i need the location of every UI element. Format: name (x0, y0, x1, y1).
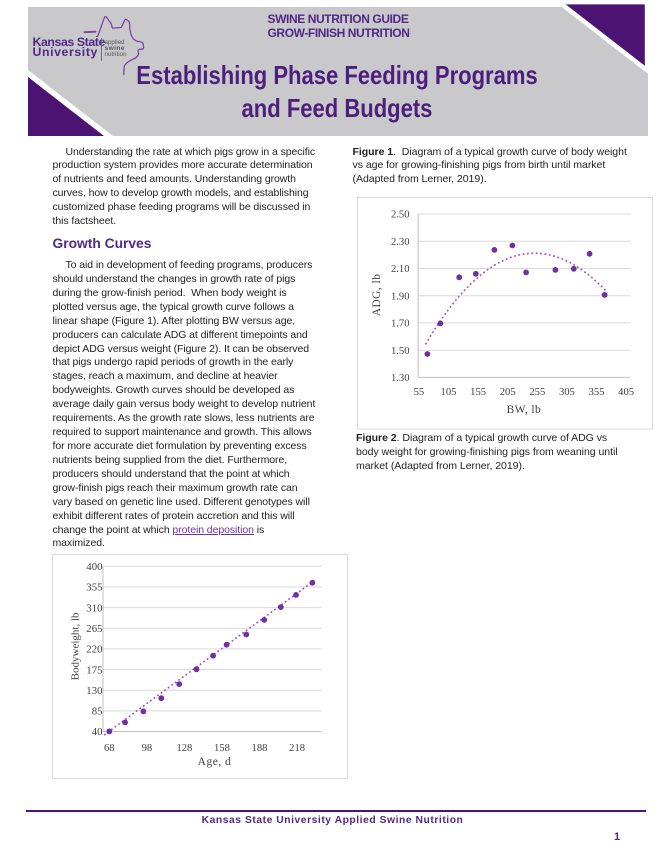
svg-text:1.70: 1.70 (391, 318, 410, 329)
svg-text:188: 188 (252, 743, 268, 754)
svg-text:1.50: 1.50 (391, 345, 410, 356)
svg-text:40: 40 (92, 726, 103, 738)
svg-text:105: 105 (440, 387, 456, 398)
svg-text:310: 310 (86, 602, 102, 614)
svg-text:205: 205 (499, 387, 515, 398)
svg-text:55: 55 (413, 387, 424, 398)
svg-text:1.30: 1.30 (391, 373, 410, 384)
svg-text:218: 218 (289, 743, 305, 754)
svg-text:130: 130 (86, 684, 102, 696)
svg-text:405: 405 (618, 387, 634, 398)
svg-text:155: 155 (470, 387, 486, 398)
svg-text:255: 255 (529, 387, 545, 398)
svg-text:98: 98 (142, 743, 153, 754)
svg-text:68: 68 (104, 743, 115, 754)
svg-text:158: 158 (214, 743, 230, 754)
svg-text:Bodyweight, lb: Bodyweight, lb (70, 611, 82, 679)
svg-text:355: 355 (86, 581, 102, 593)
svg-text:265: 265 (86, 622, 102, 634)
svg-text:85: 85 (92, 705, 103, 717)
svg-text:400: 400 (86, 561, 102, 573)
svg-text:BW, lb: BW, lb (506, 404, 541, 416)
svg-text:1.90: 1.90 (391, 291, 410, 302)
svg-text:2.30: 2.30 (391, 236, 410, 247)
svg-text:128: 128 (176, 743, 192, 754)
svg-text:2.10: 2.10 (391, 264, 410, 275)
svg-text:ADG, lb: ADG, lb (370, 273, 382, 316)
svg-text:220: 220 (86, 643, 102, 655)
svg-text:175: 175 (86, 664, 102, 676)
svg-text:355: 355 (588, 387, 604, 398)
svg-text:Age, d: Age, d (198, 756, 232, 768)
svg-text:305: 305 (559, 387, 575, 398)
svg-text:2.50: 2.50 (391, 209, 410, 220)
